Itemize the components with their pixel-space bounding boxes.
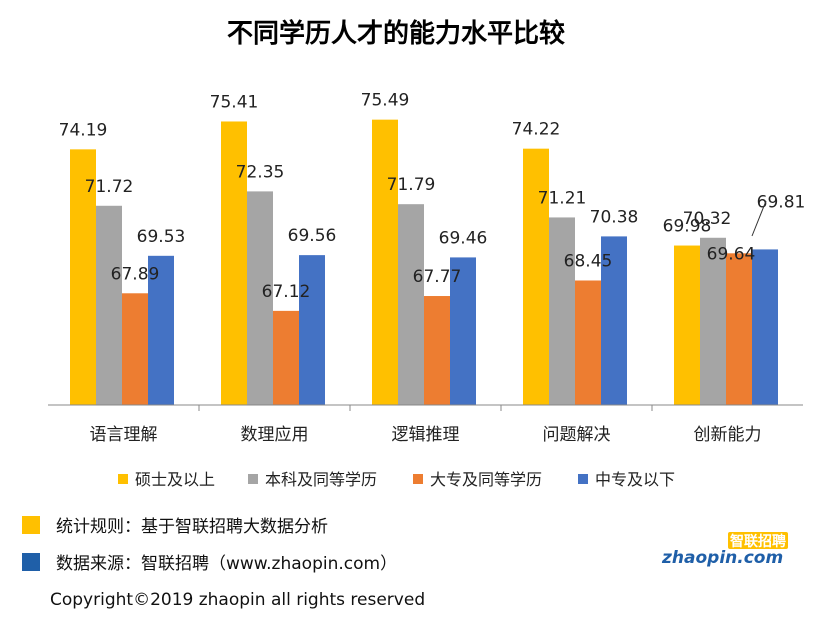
- footer-note-rule: 统计规则：基于智联招聘大数据分析: [22, 512, 328, 537]
- bar: [700, 237, 726, 405]
- bar: [549, 217, 575, 405]
- bar: [726, 253, 752, 405]
- bar: [221, 121, 247, 405]
- legend-item: 中专及以下: [578, 470, 675, 489]
- data-label: 74.19: [59, 120, 108, 140]
- data-label: 69.53: [137, 227, 186, 247]
- data-label: 75.41: [210, 92, 259, 112]
- svg-text:zhaopin.com: zhaopin.com: [661, 548, 783, 568]
- data-label: 70.38: [590, 207, 639, 227]
- copyright: Copyright©2019 zhaopin all rights reserv…: [50, 590, 426, 610]
- legend-item: 硕士及以上: [118, 470, 215, 489]
- data-label: 68.45: [564, 251, 613, 271]
- label-leader-line: [751, 200, 767, 237]
- bar: [450, 257, 476, 405]
- data-label: 69.56: [288, 226, 337, 246]
- bar: [122, 293, 148, 405]
- bar: [70, 149, 96, 405]
- data-label: 69.46: [439, 228, 488, 248]
- legend-swatch: [118, 474, 128, 484]
- bar: [523, 148, 549, 406]
- x-tick-label: 语言理解: [90, 425, 158, 445]
- bar: [247, 191, 273, 405]
- legend-item: 本科及同等学历: [248, 470, 377, 489]
- x-tick-label: 创新能力: [694, 425, 762, 445]
- data-label: 69.64: [707, 244, 756, 264]
- data-label: 67.77: [413, 267, 462, 287]
- legend-label: 大专及同等学历: [430, 470, 542, 489]
- legend-label: 中专及以下: [595, 470, 675, 489]
- note-source-text: 数据来源：智联招聘（www.zhaopin.com）: [56, 554, 398, 574]
- bar: [148, 255, 174, 405]
- legend-swatch: [578, 474, 588, 484]
- bar: [752, 249, 778, 405]
- data-label: 69.98: [663, 217, 712, 237]
- bar: [96, 205, 122, 405]
- note-rule-text: 统计规则：基于智联招聘大数据分析: [56, 517, 328, 537]
- svg-text:智联招聘: 智联招聘: [729, 533, 786, 550]
- legend-label: 本科及同等学历: [265, 470, 377, 489]
- x-tick-label: 问题解决: [543, 425, 611, 445]
- data-label: 67.12: [262, 282, 311, 302]
- note-blue-square: [22, 552, 40, 571]
- bar: [575, 280, 601, 405]
- bar: [601, 236, 627, 405]
- bar: [299, 255, 325, 405]
- data-label: 69.81: [757, 192, 806, 212]
- legend-label: 硕士及以上: [135, 470, 215, 489]
- data-label: 71.72: [85, 177, 134, 197]
- bar: [273, 310, 299, 405]
- bar: [398, 204, 424, 405]
- legend-swatch: [413, 474, 423, 484]
- legend-swatch: [248, 474, 258, 484]
- note-yellow-square: [22, 515, 40, 534]
- bar: [372, 119, 398, 405]
- x-tick-label: 数理应用: [241, 425, 309, 445]
- data-label: 71.21: [538, 188, 587, 208]
- footer-note-source: 数据来源：智联招聘（www.zhaopin.com）: [22, 549, 397, 574]
- data-label: 67.89: [111, 264, 160, 284]
- data-label: 75.49: [361, 91, 410, 111]
- data-label: 74.22: [512, 120, 561, 140]
- data-label: 72.35: [236, 162, 285, 182]
- zhaopin-logo: 智联招聘 zhaopin.com: [661, 532, 788, 568]
- data-label: 70.32: [683, 209, 732, 229]
- chart-title: 不同学历人才的能力水平比较: [227, 18, 565, 49]
- legend-item: 大专及同等学历: [413, 470, 542, 489]
- bar: [674, 245, 700, 405]
- data-label: 71.79: [387, 175, 436, 195]
- bar: [424, 296, 450, 405]
- x-tick-label: 逻辑推理: [392, 425, 460, 445]
